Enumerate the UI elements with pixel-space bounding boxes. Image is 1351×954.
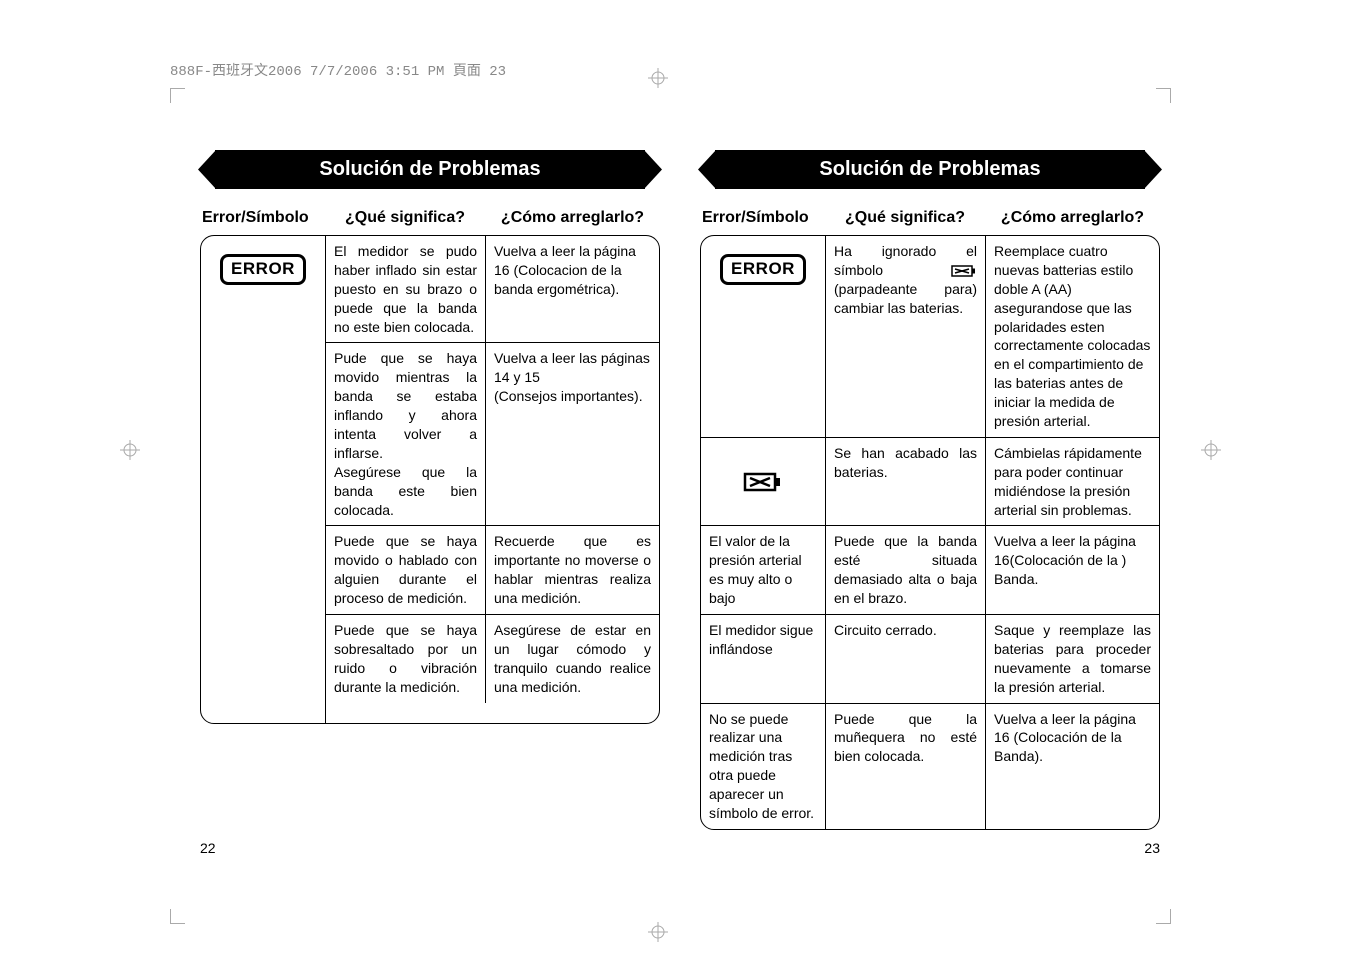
- right-page: Solución de Problemas Error/Símbolo ¿Qué…: [700, 150, 1160, 830]
- meaning-text-post: (parpadeante para) cambiar las baterias.: [834, 281, 977, 316]
- crop-mark: [170, 909, 185, 924]
- registration-mark-right: [1201, 440, 1221, 460]
- fix-cell: Saque y reemplaze las baterias para proc…: [986, 615, 1159, 703]
- table-row: ERROR Ha ignorado el símbolo (parpadeant…: [701, 236, 1159, 438]
- column-headers: Error/Símbolo ¿Qué significa? ¿Cómo arre…: [200, 209, 660, 227]
- fix-cell: Vuelva a leer la página 16(Colocación de…: [986, 526, 1159, 614]
- title-banner: Solución de Problemas: [715, 150, 1145, 189]
- symbol-text: El medidor sigue inflándose: [709, 621, 817, 659]
- troubleshoot-table-left: ERROR El medidor se pudo haber inflado s…: [200, 235, 660, 724]
- meaning-cell: Puede que la muñequera no esté bien colo…: [826, 704, 986, 829]
- meaning-cell: Se han acabado las baterias.: [826, 438, 986, 526]
- column-headers: Error/Símbolo ¿Qué significa? ¿Cómo arre…: [700, 209, 1160, 227]
- fix-cell: Vuelva a leer las páginas 14 y 15 (Conse…: [486, 343, 659, 525]
- symbol-cell: ERROR: [701, 236, 826, 437]
- crop-mark: [1156, 88, 1171, 103]
- crop-mark: [170, 88, 185, 103]
- title-banner: Solución de Problemas: [215, 150, 645, 189]
- symbol-cell: El valor de la presión arterial es muy a…: [701, 526, 826, 614]
- fix-cell: Vuelva a leer la página 16 (Colocacion d…: [486, 236, 659, 342]
- battery-icon: [743, 471, 783, 493]
- page-number: 22: [200, 840, 216, 856]
- table-row: Puede que se haya sobresaltado por un ru…: [326, 615, 659, 723]
- meaning-cell: Ha ignorado el símbolo (parpadeante para…: [826, 236, 986, 437]
- registration-mark-bottom: [648, 922, 668, 942]
- table-row: El medidor sigue inflándose Circuito cer…: [701, 615, 1159, 704]
- table-row: Pude que se haya movido mientras la band…: [326, 343, 659, 526]
- meaning-cell: Circuito cerrado.: [826, 615, 986, 703]
- fix-cell: Recuerde que es importante no moverse o …: [486, 526, 659, 614]
- symbol-cell: ERROR: [201, 236, 326, 723]
- fix-cell: Vuelva a leer la página 16 (Colocación d…: [986, 704, 1159, 829]
- registration-mark-left: [120, 440, 140, 460]
- meaning-cell: Puede que se haya movido o hablado con a…: [326, 526, 486, 614]
- symbol-cell: El medidor sigue inflándose: [701, 615, 826, 703]
- left-page: Solución de Problemas Error/Símbolo ¿Qué…: [200, 150, 660, 830]
- table-row: Se han acabado las baterias. Cámbielas r…: [701, 438, 1159, 527]
- error-symbol: ERROR: [720, 254, 806, 285]
- symbol-cell: No se puede realizar una medición tras o…: [701, 704, 826, 829]
- header-meaning: ¿Qué significa?: [325, 209, 485, 227]
- table-row: No se puede realizar una medición tras o…: [701, 704, 1159, 829]
- table-row: El medidor se pudo haber inflado sin est…: [326, 236, 659, 343]
- fix-cell: Cámbielas rápidamente para poder continu…: [986, 438, 1159, 526]
- error-symbol: ERROR: [220, 254, 306, 285]
- header-meaning: ¿Qué significa?: [825, 209, 985, 227]
- header-fix: ¿Cómo arreglarlo?: [985, 209, 1160, 227]
- meaning-cell: Puede que la banda esté situada demasiad…: [826, 526, 986, 614]
- fix-cell: Reemplace cuatro nuevas batterias estilo…: [986, 236, 1159, 437]
- registration-mark-top: [648, 68, 668, 88]
- content: Solución de Problemas Error/Símbolo ¿Qué…: [200, 150, 1160, 830]
- symbol-cell: [701, 438, 826, 526]
- symbol-text: El valor de la presión arterial es muy a…: [709, 532, 817, 608]
- symbol-text: No se puede realizar una medición tras o…: [709, 710, 817, 823]
- troubleshoot-table-right: ERROR Ha ignorado el símbolo (parpadeant…: [700, 235, 1160, 830]
- fix-cell: Asegúrese de estar en un lugar cómodo y …: [486, 615, 659, 703]
- table-row: Puede que se haya movido o hablado con a…: [326, 526, 659, 615]
- header-symbol: Error/Símbolo: [700, 209, 825, 227]
- meaning-cell: Pude que se haya movido mientras la band…: [326, 343, 486, 525]
- page-number: 23: [1144, 840, 1160, 856]
- print-header: 888F-西班牙文2006 7/7/2006 3:51 PM 頁面 23: [170, 60, 506, 80]
- meaning-cell: Puede que se haya sobresaltado por un ru…: [326, 615, 486, 703]
- header-fix: ¿Cómo arreglarlo?: [485, 209, 660, 227]
- meaning-cell: El medidor se pudo haber inflado sin est…: [326, 236, 486, 342]
- crop-mark: [1156, 909, 1171, 924]
- header-symbol: Error/Símbolo: [200, 209, 325, 227]
- battery-icon-inline: [951, 264, 977, 278]
- table-row: El valor de la presión arterial es muy a…: [701, 526, 1159, 615]
